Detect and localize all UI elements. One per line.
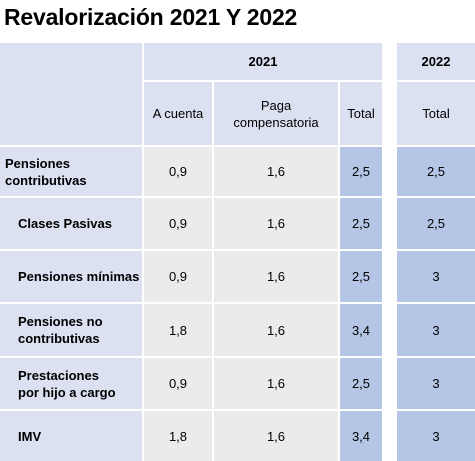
row-label-clases-pasivas: Clases Pasivas	[0, 198, 142, 249]
cell-paga: 1,6	[214, 304, 338, 356]
row-label-pensiones-contributivas: Pensiones contributivas	[0, 147, 142, 196]
cell-total-2022: 2,5	[397, 147, 475, 196]
header-total-2021: Total	[340, 82, 382, 145]
header-year-2022: 2022	[397, 43, 475, 80]
header-a-cuenta: A cuenta	[144, 82, 212, 145]
cell-paga: 1,6	[214, 147, 338, 196]
header-paga-compensatoria: Paga compensatoria	[214, 82, 338, 145]
header-corner	[0, 43, 142, 145]
cell-paga: 1,6	[214, 358, 338, 409]
cell-total-2022: 3	[397, 304, 475, 356]
cell-total-2021: 2,5	[340, 147, 382, 196]
cell-a-cuenta: 1,8	[144, 411, 212, 461]
row-label-prestaciones-por-hijo-a-cargo: Prestaciones por hijo a cargo	[0, 358, 142, 409]
cell-paga: 1,6	[214, 411, 338, 461]
cell-total-2021: 2,5	[340, 198, 382, 249]
cell-total-2021: 2,5	[340, 251, 382, 302]
page-title: Revalorización 2021 Y 2022	[4, 4, 298, 30]
cell-total-2021: 3,4	[340, 411, 382, 461]
cell-total-2022: 3	[397, 358, 475, 409]
cell-total-2021: 3,4	[340, 304, 382, 356]
cell-total-2022: 3	[397, 411, 475, 461]
cell-a-cuenta: 0,9	[144, 147, 212, 196]
cell-paga: 1,6	[214, 251, 338, 302]
cell-total-2021: 2,5	[340, 358, 382, 409]
cell-a-cuenta: 0,9	[144, 358, 212, 409]
cell-a-cuenta: 0,9	[144, 198, 212, 249]
row-label-imv: IMV	[0, 411, 142, 461]
cell-paga: 1,6	[214, 198, 338, 249]
header-year-2021: 2021	[144, 43, 382, 80]
cell-total-2022: 3	[397, 251, 475, 302]
cell-a-cuenta: 0,9	[144, 251, 212, 302]
row-label-pensiones-minimas: Pensiones mínimas	[0, 251, 142, 302]
cell-a-cuenta: 1,8	[144, 304, 212, 356]
cell-total-2022: 2,5	[397, 198, 475, 249]
header-total-2022: Total	[397, 82, 475, 145]
row-label-pensiones-no-contributivas: Pensiones no contributivas	[0, 304, 142, 356]
